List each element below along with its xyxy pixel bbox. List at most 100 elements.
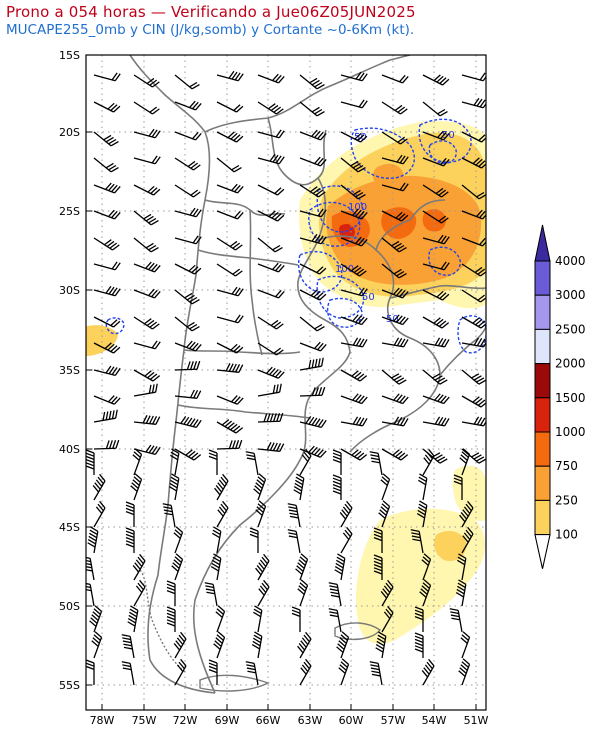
wind-barb [381,210,409,222]
wind-barb [174,416,202,428]
wind-barb [174,360,201,371]
wind-barb [253,473,267,501]
wind-barb [340,263,367,277]
wind-barb [422,234,450,245]
wind-barb [461,97,486,109]
wind-barb [93,500,106,528]
wind-barb [257,579,270,607]
wind-barb [340,184,366,200]
wind-barb [216,70,244,82]
wind-barb [213,631,226,659]
wind-barb [121,661,135,686]
wind-barb [216,314,244,324]
colorbar-label: 750 [555,459,578,473]
wind-barb [422,157,450,167]
wind-barb [380,579,394,607]
cape-shading [86,121,486,644]
wind-barb [215,605,226,633]
wind-barb [257,316,284,330]
wind-barb [174,316,200,332]
wind-barb [295,553,309,581]
islands [139,569,382,692]
wind-barb [93,342,121,354]
wind-barb [93,182,121,194]
wind-barb [133,383,158,397]
colorbar-below-arrow [534,534,551,569]
wind-barb [216,263,243,277]
wind-barb [173,526,184,554]
wind-barb [297,579,309,607]
cin-label: 50 [386,314,399,325]
wind-shear-barbs [86,70,486,686]
wind-barb [86,449,95,475]
wind-barb [416,500,428,528]
wind-barb [338,658,350,686]
wind-barb [461,448,486,464]
wind-barb [133,415,161,425]
cin-label: 50 [362,292,375,303]
wind-barb [381,154,409,165]
wind-barb [340,416,368,427]
latitude-labels: 15S 20S 25S 30S 35S 40S 45S 50S 55S [59,49,92,692]
wind-barb [245,451,259,476]
wind-barb [455,579,467,607]
colorbar-label: 100 [555,528,578,542]
cin-label: 100 [348,202,367,213]
lon-label: 69W [215,714,240,727]
wind-barb [93,365,121,376]
wind-barb [369,661,383,686]
wind-barb [174,157,201,171]
wind-barb [422,289,450,301]
lat-label: 50S [59,600,80,613]
wind-barb [93,209,121,220]
wind-barb [422,416,450,427]
wind-barb [328,582,342,607]
wind-barb [299,263,327,275]
wind-barb [93,409,118,423]
wind-barb [93,285,121,297]
lon-label: 60W [339,714,364,727]
wind-barb [340,99,368,109]
wind-barb [133,579,146,607]
wind-barb [461,131,486,143]
wind-barb [299,156,327,167]
colorbar-segment [534,260,551,296]
wind-barb [299,386,326,397]
wind-barb [133,155,161,165]
wind-barb [381,416,409,427]
colorbar-label: 4000 [555,254,586,268]
wind-barb [251,631,263,659]
longitude-labels: 78W 75W 72W 69W 66W 63W 60W 57W 54W 51W [90,704,489,727]
wind-barb [174,207,202,218]
wind-barb [174,658,187,686]
wind-barb [458,658,471,686]
map-subtitle: MUCAPE255_0mb y CIN (J/kg,somb) y Cortan… [6,22,415,38]
wind-barb [453,474,463,500]
wind-barb [381,263,407,279]
wind-barb [334,553,346,581]
wind-barb [257,237,283,253]
wind-barb [174,448,202,461]
lat-label: 40S [59,443,80,456]
wind-barb [204,582,218,607]
wind-barb [92,473,106,501]
lat-label: 15S [59,49,80,62]
lon-label: 54W [422,714,447,727]
colorbar-labels: 100 250 750 1000 1500 2000 2500 3000 4000 [555,254,586,542]
wind-barb [216,101,244,113]
wind-barb [380,473,391,501]
wind-barb [299,316,325,332]
wind-barb [299,184,326,198]
wind-barb [257,289,285,299]
wind-barb [93,316,121,328]
wind-barb [339,500,353,528]
wind-barb [287,529,301,554]
wind-barb [174,184,201,198]
wind-barb [299,101,325,117]
wind-barb [257,442,285,452]
lat-label: 55S [59,679,80,692]
wind-barb [340,287,368,297]
lon-label: 75W [132,714,157,727]
wind-barb [130,473,143,501]
wind-barb [257,366,285,379]
